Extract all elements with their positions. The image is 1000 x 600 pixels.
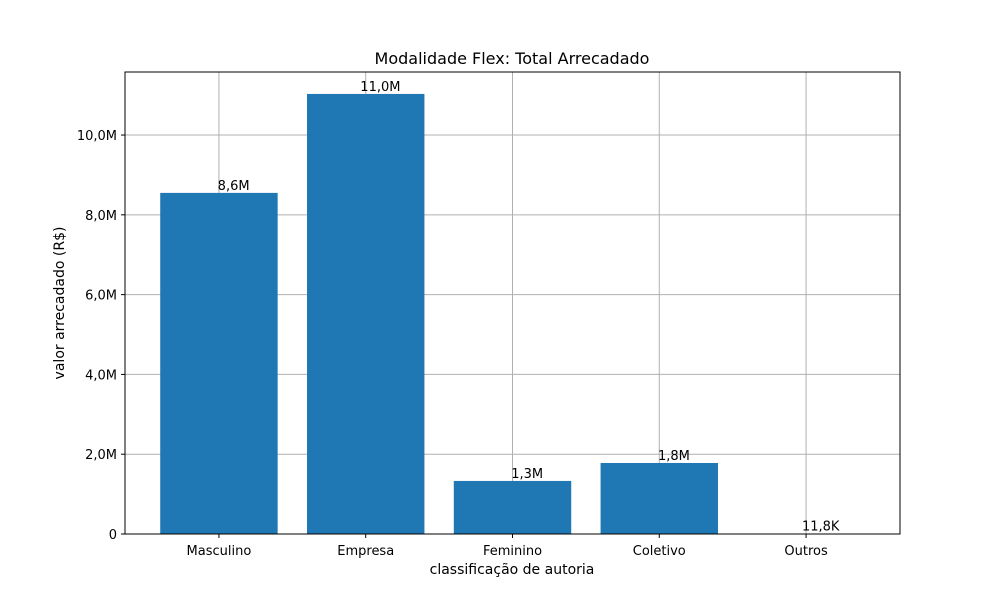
y-tick-label: 0 [109,528,117,543]
x-axis-ticks: Masculino Empresa Feminino Coletivo Outros [187,534,828,559]
x-tick-label: Masculino [187,544,252,559]
bar [307,93,425,535]
x-axis-label: classificação de autoria [430,562,595,578]
bar-value-label: 11,8K [802,520,840,535]
bar-value-label: 1,8M [658,449,690,464]
bar [160,192,278,534]
y-tick-label: 10,0M [77,129,117,144]
bar [600,462,718,534]
bar-value-label: 1,3M [511,467,543,482]
bars [160,93,865,535]
bar-value-label: 8,6M [218,179,250,194]
y-tick-label: 4,0M [85,368,117,383]
y-tick-label: 2,0M [85,448,117,463]
x-tick-label: Coletivo [633,544,686,559]
x-tick-label: Feminino [483,544,542,559]
bar-value-label: 11,0M [360,80,400,95]
y-axis-label: valor arrecadado (R$) [52,227,68,380]
y-axis-ticks: 0 2,0M 4,0M 6,0M 8,0M 10,0M [77,129,125,543]
y-tick-label: 8,0M [85,209,117,224]
x-tick-label: Empresa [337,544,394,559]
x-tick-label: Outros [784,544,828,559]
chart-title: Modalidade Flex: Total Arrecadado [375,49,650,68]
data-labels: 8,6M 11,0M 1,3M 1,8M 11,8K [218,80,840,535]
y-tick-label: 6,0M [85,289,117,304]
bar [453,480,572,534]
